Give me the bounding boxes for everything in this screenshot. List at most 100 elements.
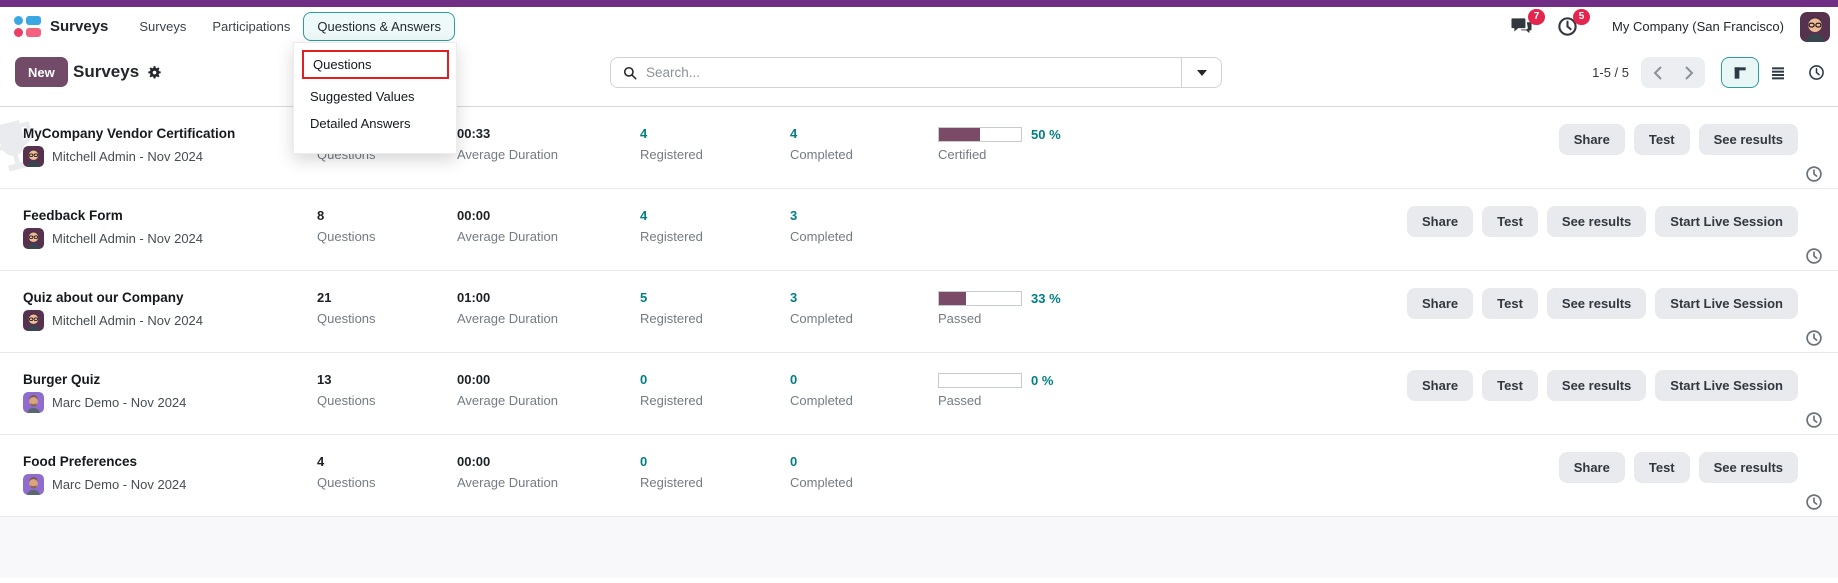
completed-count[interactable]: 0: [790, 372, 798, 387]
progress-label: Certified: [938, 147, 987, 162]
messages-button[interactable]: 7: [1510, 9, 1546, 37]
stat-label: Average Duration: [457, 229, 558, 244]
survey-owner: Mitchell Admin - Nov 2024: [52, 231, 204, 246]
survey-title[interactable]: Food Preferences: [23, 454, 138, 469]
completed-count[interactable]: 4: [790, 126, 798, 141]
search-bar[interactable]: [610, 57, 1222, 88]
survey-row[interactable]: Feedback Form Mitchell Admin - Nov 2024 8 Q…: [0, 189, 1838, 271]
test-button[interactable]: Test: [1482, 370, 1538, 401]
start-live-session-button[interactable]: Start Live Session: [1655, 370, 1798, 401]
kanban-view-icon: [1732, 65, 1748, 81]
search-dropdown-toggle[interactable]: [1181, 58, 1221, 87]
activity-clock-icon[interactable]: [1805, 247, 1823, 265]
see-results-button[interactable]: See results: [1546, 370, 1647, 401]
progress-wrap: 0 %: [938, 372, 1053, 388]
share-button[interactable]: Share: [1558, 124, 1625, 155]
activity-clock-icon[interactable]: [1805, 165, 1823, 183]
questions-count: 4: [317, 454, 325, 469]
stat-questions: 4 Questions: [317, 454, 376, 490]
menu-questions-answers[interactable]: Questions & Answers: [303, 12, 455, 41]
test-button[interactable]: Test: [1482, 206, 1538, 237]
survey-owner: Mitchell Admin - Nov 2024: [52, 149, 204, 164]
stat-duration: 00:00 Average Duration: [457, 372, 558, 408]
activities-button[interactable]: 5: [1557, 9, 1591, 37]
test-button[interactable]: Test: [1633, 452, 1690, 483]
survey-row[interactable]: Food Preferences Marc Demo - Nov 2024 4 Que…: [0, 435, 1838, 517]
share-button[interactable]: Share: [1558, 452, 1625, 483]
activity-view-button[interactable]: [1797, 57, 1835, 88]
stat-label: Registered: [640, 311, 703, 326]
test-button[interactable]: Test: [1482, 288, 1538, 319]
menu-surveys[interactable]: Surveys: [139, 19, 187, 34]
dropdown-item-suggested-values[interactable]: Suggested Values: [310, 89, 415, 104]
progress-bar: [938, 126, 1022, 142]
surveys-app-icon: [14, 16, 41, 37]
test-button[interactable]: Test: [1633, 124, 1690, 155]
duration-value: 00:33: [457, 126, 491, 141]
survey-row[interactable]: MyCompany Vendor Certification Mitchell A…: [0, 107, 1838, 189]
view-switcher: [1721, 57, 1835, 88]
app-switcher[interactable]: Surveys: [14, 16, 108, 37]
progress-percent: 0 %: [1031, 372, 1054, 388]
registered-count[interactable]: 4: [640, 208, 648, 223]
list-view-button[interactable]: [1759, 57, 1797, 88]
registered-count[interactable]: 4: [640, 126, 648, 141]
start-live-session-button[interactable]: Start Live Session: [1655, 206, 1798, 237]
survey-title[interactable]: Burger Quiz: [23, 372, 101, 387]
questions-count: 21: [317, 290, 332, 305]
see-results-button[interactable]: See results: [1546, 206, 1647, 237]
list-view-icon: [1770, 65, 1786, 81]
chevron-left-icon: [1653, 65, 1662, 80]
search-input[interactable]: [646, 65, 1181, 80]
registered-count[interactable]: 0: [640, 372, 648, 387]
survey-row[interactable]: Burger Quiz Marc Demo - Nov 2024 13 Questio…: [0, 353, 1838, 435]
stat-label: Completed: [790, 147, 853, 162]
activity-clock-icon[interactable]: [1805, 411, 1823, 429]
progress-wrap: 50 %: [938, 126, 1061, 142]
duration-value: 00:00: [457, 372, 491, 387]
pager-range: 1-5 / 5: [1592, 65, 1629, 80]
app-name[interactable]: Surveys: [50, 18, 109, 35]
survey-row[interactable]: Quiz about our Company Mitchell Admin - N…: [0, 271, 1838, 353]
activities-badge: 5: [1573, 9, 1591, 25]
new-button[interactable]: New: [15, 57, 68, 87]
completed-count[interactable]: 0: [790, 454, 798, 469]
user-avatar[interactable]: [1800, 11, 1830, 42]
share-button[interactable]: Share: [1407, 370, 1474, 401]
pager-next-button[interactable]: [1673, 57, 1705, 88]
questions-count: 13: [317, 372, 332, 387]
row-actions: Share Test See results Start Live Session: [1407, 370, 1798, 401]
survey-owner: Marc Demo - Nov 2024: [52, 477, 187, 492]
stat-label: Questions: [317, 393, 376, 408]
see-results-button[interactable]: See results: [1546, 288, 1647, 319]
pager-previous-button[interactable]: [1641, 57, 1673, 88]
stat-label: Completed: [790, 475, 853, 490]
see-results-button[interactable]: See results: [1698, 124, 1798, 155]
stat-label: Registered: [640, 393, 703, 408]
registered-count[interactable]: 0: [640, 454, 648, 469]
owner-avatar: [23, 392, 44, 413]
survey-title[interactable]: Feedback Form: [23, 208, 123, 223]
see-results-button[interactable]: See results: [1698, 452, 1798, 483]
registered-count[interactable]: 5: [640, 290, 648, 305]
stat-registered: 5 Registered: [640, 290, 703, 326]
progress-bar: [938, 290, 1022, 306]
company-name[interactable]: My Company (San Francisco): [1612, 19, 1784, 34]
caret-down-icon: [1196, 69, 1207, 76]
survey-owner-line: Mitchell Admin - Nov 2024: [23, 146, 203, 167]
activity-clock-icon[interactable]: [1805, 493, 1823, 511]
start-live-session-button[interactable]: Start Live Session: [1655, 288, 1798, 319]
completed-count[interactable]: 3: [790, 290, 798, 305]
survey-title[interactable]: Quiz about our Company: [23, 290, 184, 305]
dropdown-item-questions[interactable]: Questions: [302, 50, 449, 79]
activity-clock-icon[interactable]: [1805, 329, 1823, 347]
gear-icon[interactable]: [147, 65, 162, 80]
share-button[interactable]: Share: [1407, 206, 1474, 237]
share-button[interactable]: Share: [1407, 288, 1474, 319]
kanban-view-button[interactable]: [1721, 57, 1759, 88]
dropdown-item-detailed-answers[interactable]: Detailed Answers: [310, 116, 411, 131]
completed-count[interactable]: 3: [790, 208, 798, 223]
survey-title[interactable]: MyCompany Vendor Certification: [23, 126, 236, 141]
menu-participations[interactable]: Participations: [212, 19, 291, 34]
